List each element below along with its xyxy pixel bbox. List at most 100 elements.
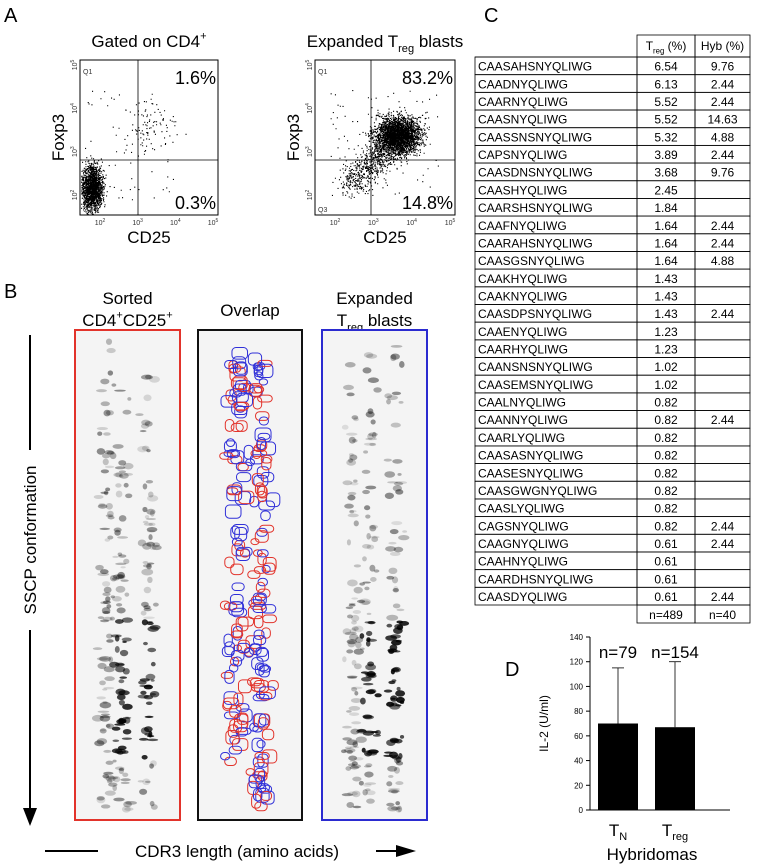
- overlap-spot: [223, 711, 240, 720]
- overlap-spot: [253, 762, 269, 777]
- table-cell: [694, 339, 751, 358]
- gel-band: [352, 776, 362, 782]
- overlap-spot: [252, 549, 263, 557]
- cell-text: 1.84: [654, 201, 678, 215]
- overlap-spot: [254, 751, 270, 760]
- gel-band: [365, 485, 377, 490]
- cell-text: 2.44: [711, 590, 735, 604]
- gel-band: [110, 574, 118, 582]
- text-part: 3: [70, 146, 76, 149]
- gel-band: [147, 576, 153, 584]
- gel-band: [100, 401, 110, 407]
- gel-band: [342, 628, 352, 635]
- gel-band: [139, 684, 151, 688]
- gel-band: [112, 574, 124, 579]
- gel-band: [361, 747, 366, 753]
- overlap-spot: [226, 486, 243, 502]
- cell-text: CAASDYQLIWG: [478, 590, 567, 604]
- table-cell: [694, 374, 751, 394]
- overlap-spot: [261, 564, 271, 574]
- gel-band: [99, 729, 106, 732]
- overlap-spot: [253, 615, 264, 629]
- gel-band: [115, 585, 126, 593]
- table-cell: [694, 569, 751, 588]
- gel-band: [347, 491, 357, 496]
- gel-band: [105, 410, 114, 416]
- gel-band: [114, 466, 126, 470]
- cell-text: 0.82: [654, 396, 678, 410]
- gel-band: [367, 377, 379, 383]
- cell-text: CAASESNYQLIWG: [478, 466, 583, 480]
- gel-band: [111, 383, 117, 387]
- overlap-spot: [243, 444, 254, 460]
- gel-band: [399, 700, 405, 705]
- gel-band: [352, 805, 362, 809]
- cell-text: CAASAHSNYQLIWG: [478, 60, 592, 74]
- text-part: 3: [376, 218, 379, 224]
- gel-band: [99, 728, 107, 734]
- gel-band: [395, 639, 402, 643]
- gel-band: [116, 694, 126, 701]
- cell-text: 1.64: [654, 254, 678, 268]
- table-cell: [694, 427, 751, 447]
- y-tick-label: 100: [570, 682, 584, 691]
- gel-band: [365, 411, 375, 418]
- overlap-spot: [224, 756, 237, 767]
- gel-band: [349, 510, 355, 514]
- gel-band: [389, 551, 401, 556]
- gel-band: [105, 502, 113, 510]
- text-part: 2: [305, 189, 311, 192]
- overlap-spot: [223, 691, 239, 705]
- overlap-spot: [247, 352, 263, 366]
- gel-band: [348, 453, 354, 457]
- gel-band: [143, 726, 153, 733]
- gel-band: [115, 562, 127, 566]
- gel-band: [143, 522, 154, 526]
- gel-band: [351, 597, 358, 600]
- gel-band: [102, 581, 111, 587]
- gel-band: [99, 655, 112, 662]
- text-part: reg: [398, 43, 414, 55]
- gel-band: [347, 640, 356, 648]
- gel-band: [348, 458, 354, 463]
- gel-band: [97, 616, 104, 619]
- gel-band: [383, 458, 392, 462]
- y-axis-label: Foxp3: [284, 114, 303, 161]
- text-part: +: [166, 309, 172, 321]
- gel-band: [343, 384, 354, 391]
- gel-band: [346, 675, 358, 678]
- gel-band: [141, 419, 151, 426]
- cell-text: 4.88: [711, 254, 735, 268]
- overlap-spot: [229, 718, 243, 733]
- gel-band: [92, 647, 103, 650]
- gel-band: [118, 470, 126, 474]
- overlap-spot: [254, 371, 264, 381]
- gel-band: [362, 715, 375, 720]
- overlap-spot: [253, 787, 263, 802]
- overlap-spot: [252, 604, 267, 613]
- gel-band: [387, 789, 400, 793]
- gel-band: [346, 392, 355, 397]
- gel-band: [348, 706, 361, 711]
- gel-band: [383, 689, 393, 693]
- text-part: 10: [307, 149, 314, 157]
- gel-band: [104, 538, 111, 542]
- gel-band: [140, 423, 150, 429]
- y-tick-label: 140: [570, 633, 584, 642]
- gel-band: [349, 760, 356, 763]
- gel-band: [343, 747, 356, 753]
- gel-band: [114, 619, 124, 624]
- gel-band: [119, 472, 129, 479]
- y-axis-label: IL-2 (U/ml): [537, 695, 551, 752]
- gel-band: [115, 490, 123, 498]
- gel-band: [148, 534, 153, 541]
- gel-band: [106, 348, 116, 354]
- gel-band: [108, 782, 118, 787]
- cell-text: 0.82: [654, 502, 678, 516]
- cell-text: CAASDPSNYQLIWG: [478, 307, 592, 321]
- gel-band: [396, 608, 405, 612]
- gel-band: [364, 782, 377, 785]
- gel-band: [342, 656, 347, 663]
- cell-text: 2.44: [711, 236, 735, 250]
- x-tick-label: 104: [170, 218, 181, 227]
